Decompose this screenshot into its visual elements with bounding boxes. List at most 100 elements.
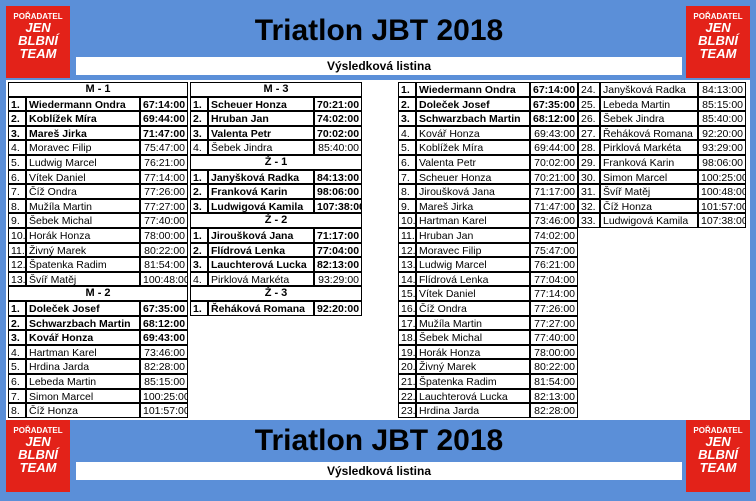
time: 101:57:00 bbox=[698, 198, 746, 214]
result-row: 2. Hruban Jan 74:02:00 bbox=[190, 111, 362, 126]
time: 77:26:00 bbox=[140, 184, 188, 199]
name: Mareš Jirka bbox=[26, 125, 140, 141]
rank: 13. bbox=[398, 257, 416, 272]
logo-line: TEAM bbox=[19, 460, 57, 475]
name: Hrdina Jarda bbox=[26, 359, 140, 374]
time: 71:17:00 bbox=[314, 228, 362, 243]
time: 76:21:00 bbox=[530, 257, 578, 272]
result-row: 31. Švíř Matěj 100:48:00 bbox=[578, 184, 746, 199]
result-row: 2. Doleček Josef 67:35:00 bbox=[398, 96, 578, 112]
rank: 9. bbox=[398, 198, 416, 214]
name: Lauchterová Lucka bbox=[416, 388, 530, 404]
rank: 4. bbox=[8, 140, 26, 155]
time: 74:02:00 bbox=[530, 228, 578, 243]
rank: 1. bbox=[398, 82, 416, 97]
result-row: 8. Číž Honza 101:57:00 bbox=[8, 403, 188, 418]
rank: 27. bbox=[578, 125, 600, 141]
result-row: 3. Valenta Petr 70:02:00 bbox=[190, 125, 362, 141]
time: 68:12:00 bbox=[530, 111, 578, 126]
name: Wiedermann Ondra bbox=[26, 96, 140, 112]
name: Doleček Josef bbox=[26, 301, 140, 316]
result-row: 7. Simon Marcel 100:25:00 bbox=[8, 388, 188, 404]
name: Lebeda Martin bbox=[600, 96, 698, 112]
result-row: 9. Mareš Jirka 71:47:00 bbox=[398, 198, 578, 214]
logo-label: POŘADATEL bbox=[13, 12, 63, 21]
rank: 4. bbox=[190, 271, 208, 287]
time: 67:35:00 bbox=[140, 301, 188, 316]
name: Ludwigová Kamila bbox=[600, 213, 698, 228]
result-row: 12. Špatenka Radim 81:54:00 bbox=[8, 257, 188, 272]
time: 85:40:00 bbox=[314, 140, 362, 155]
category-header: Ž - 1 bbox=[190, 155, 362, 170]
time: 69:44:00 bbox=[140, 111, 188, 126]
result-row: 1. Scheuer Honza 70:21:00 bbox=[190, 96, 362, 112]
name: Špatenka Radim bbox=[416, 374, 530, 389]
rank: 1. bbox=[8, 96, 26, 112]
result-row: 33. Ludwigová Kamila 107:38:00 bbox=[578, 213, 746, 228]
result-row: 1. Doleček Josef 67:35:00 bbox=[8, 301, 188, 316]
time: 85:15:00 bbox=[140, 374, 188, 389]
rank: 1. bbox=[190, 228, 208, 243]
rank: 3. bbox=[8, 125, 26, 141]
time: 85:15:00 bbox=[698, 96, 746, 112]
time: 82:13:00 bbox=[314, 257, 362, 272]
name: Scheuer Honza bbox=[208, 96, 314, 112]
result-row: 27. Řeháková Romana 92:20:00 bbox=[578, 125, 746, 141]
rank: 4. bbox=[190, 140, 208, 155]
rank: 21. bbox=[398, 374, 416, 389]
rank: 3. bbox=[8, 330, 26, 345]
result-row: 1. Jiroušková Jana 71:17:00 bbox=[190, 228, 362, 243]
name: Franková Karin bbox=[600, 155, 698, 170]
result-row: 13. Švíř Matěj 100:48:00 bbox=[8, 271, 188, 287]
name: Horák Honza bbox=[416, 344, 530, 360]
time: 77:14:00 bbox=[530, 286, 578, 301]
rank: 10. bbox=[398, 213, 416, 228]
rank: 33. bbox=[578, 213, 600, 228]
rank: 15. bbox=[398, 286, 416, 301]
name: Schwarzbach Martin bbox=[416, 111, 530, 126]
name: Špatenka Radim bbox=[26, 257, 140, 272]
time: 92:20:00 bbox=[314, 301, 362, 316]
time: 93:29:00 bbox=[698, 140, 746, 155]
name: Jiroušková Jana bbox=[416, 184, 530, 199]
result-row: 5. Ludwig Marcel 76:21:00 bbox=[8, 155, 188, 170]
logo-line: BLBNÍ bbox=[18, 33, 58, 48]
logo-label: POŘADATEL bbox=[693, 426, 743, 435]
time: 77:26:00 bbox=[530, 301, 578, 316]
rank: 24. bbox=[578, 82, 600, 97]
result-row: 6. Vítek Daniel 77:14:00 bbox=[8, 169, 188, 185]
result-row: 2. Franková Karin 98:06:00 bbox=[190, 184, 362, 199]
name: Řeháková Romana bbox=[600, 125, 698, 141]
result-row: 20. Živný Marek 80:22:00 bbox=[398, 359, 578, 374]
time: 100:25:00 bbox=[698, 169, 746, 185]
result-row: 23. Hrdina Jarda 82:28:00 bbox=[398, 403, 578, 418]
result-row: 1. Janyšková Radka 84:13:00 bbox=[190, 169, 362, 185]
time: 69:43:00 bbox=[530, 125, 578, 141]
time: 78:00:00 bbox=[140, 228, 188, 243]
name: Číž Honza bbox=[600, 198, 698, 214]
rank: 11. bbox=[8, 242, 26, 258]
name: Valenta Petr bbox=[208, 125, 314, 141]
name: Janyšková Radka bbox=[208, 169, 314, 185]
name: Hruban Jan bbox=[416, 228, 530, 243]
rank: 12. bbox=[8, 257, 26, 272]
time: 100:48:00 bbox=[140, 271, 188, 287]
time: 82:28:00 bbox=[530, 403, 578, 418]
category-header: M - 2 bbox=[8, 286, 188, 301]
time: 100:48:00 bbox=[698, 184, 746, 199]
result-row: 4. Kovář Honza 69:43:00 bbox=[398, 125, 578, 141]
time: 74:02:00 bbox=[314, 111, 362, 126]
logo-line: BLBNÍ bbox=[698, 447, 738, 462]
rank: 16. bbox=[398, 301, 416, 316]
time: 84:13:00 bbox=[698, 82, 746, 97]
name: Hartman Karel bbox=[416, 213, 530, 228]
result-row: 12. Moravec Filip 75:47:00 bbox=[398, 242, 578, 258]
name: Franková Karin bbox=[208, 184, 314, 199]
result-row: 10. Horák Honza 78:00:00 bbox=[8, 228, 188, 243]
time: 71:47:00 bbox=[140, 125, 188, 141]
result-row: 30. Simon Marcel 100:25:00 bbox=[578, 169, 746, 185]
category-header: Ž - 2 bbox=[190, 213, 362, 228]
rank: 5. bbox=[8, 155, 26, 170]
rank: 2. bbox=[190, 242, 208, 258]
rank: 29. bbox=[578, 155, 600, 170]
